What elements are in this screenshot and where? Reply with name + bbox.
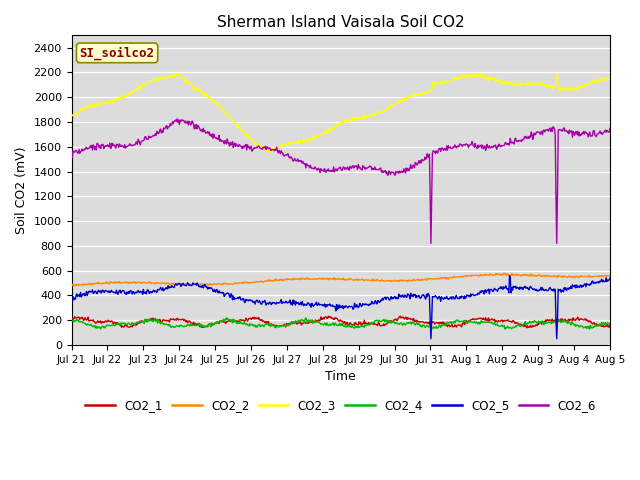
X-axis label: Time: Time (325, 370, 356, 383)
Text: SI_soilco2: SI_soilco2 (79, 46, 155, 60)
Legend: CO2_1, CO2_2, CO2_3, CO2_4, CO2_5, CO2_6: CO2_1, CO2_2, CO2_3, CO2_4, CO2_5, CO2_6 (81, 394, 601, 416)
Y-axis label: Soil CO2 (mV): Soil CO2 (mV) (15, 146, 28, 234)
Title: Sherman Island Vaisala Soil CO2: Sherman Island Vaisala Soil CO2 (217, 15, 465, 30)
